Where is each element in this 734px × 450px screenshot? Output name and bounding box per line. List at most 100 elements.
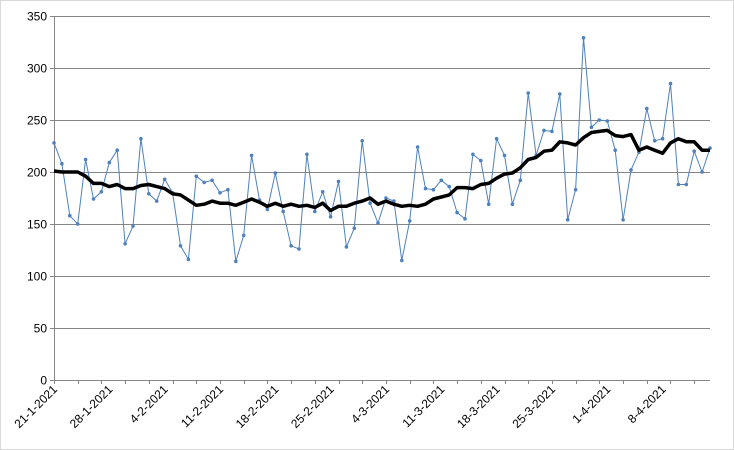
data-point — [700, 170, 704, 174]
data-point — [99, 190, 104, 194]
data-point — [645, 106, 649, 111]
series-daily — [52, 36, 712, 264]
y-tick-label: 250 — [27, 114, 47, 128]
x-tick-label: 1-4-2021 — [570, 382, 614, 426]
data-point — [202, 180, 206, 185]
data-point — [352, 226, 357, 230]
series-moving-average-line — [53, 128, 710, 213]
data-point — [249, 153, 254, 158]
data-point — [210, 178, 214, 183]
data-point — [447, 184, 452, 189]
data-point — [218, 191, 222, 195]
data-point — [518, 178, 523, 183]
x-tick-label: 25-2-2021 — [288, 382, 337, 431]
data-point — [510, 202, 515, 206]
y-axis-tick-labels: 0 50 100 150 200 250 300 350 — [27, 10, 47, 388]
data-point — [605, 119, 610, 123]
y-tick-label: 300 — [27, 62, 47, 76]
data-point — [463, 217, 467, 221]
x-tick-label: 4-2-2021 — [127, 382, 171, 426]
y-tick-label: 50 — [34, 322, 48, 336]
data-point — [344, 245, 349, 249]
data-point — [91, 197, 96, 201]
data-point — [439, 178, 444, 183]
data-point — [360, 139, 365, 143]
data-point — [589, 125, 594, 130]
data-point — [629, 168, 633, 172]
data-point — [186, 257, 191, 262]
data-point — [107, 160, 112, 165]
y-tick-label: 100 — [27, 270, 47, 284]
data-point — [139, 136, 143, 141]
data-point — [676, 182, 681, 187]
data-point — [502, 153, 507, 158]
data-point — [692, 149, 696, 153]
data-point — [273, 171, 278, 175]
data-point — [455, 210, 459, 215]
data-point — [613, 148, 617, 152]
data-point — [407, 219, 412, 223]
x-axis-tick-labels: 21-1-2021 28-1-2021 4-2-2021 11-2-2021 18-2-… — [12, 382, 669, 431]
data-point — [368, 201, 372, 205]
data-point — [241, 233, 246, 238]
data-point — [194, 174, 199, 178]
x-tick-label: 21-1-2021 — [12, 382, 61, 431]
data-point — [75, 222, 80, 226]
data-point — [376, 221, 380, 225]
x-tick-label: 11-3-2021 — [399, 382, 447, 430]
data-point — [684, 182, 689, 187]
x-tick-label: 18-3-2021 — [454, 382, 503, 431]
data-point — [558, 92, 562, 96]
data-point — [60, 161, 64, 166]
data-point — [226, 187, 230, 192]
data-point — [652, 139, 657, 143]
series-moving-average — [53, 128, 710, 213]
x-tick-label: 28-1-2021 — [67, 382, 116, 431]
data-point — [565, 218, 570, 222]
data-point — [486, 202, 491, 206]
x-tick-label: 4-3-2021 — [348, 382, 392, 426]
data-point — [115, 148, 119, 152]
data-point — [494, 136, 499, 141]
data-point — [83, 157, 88, 162]
data-point — [479, 158, 483, 163]
data-point — [178, 244, 183, 248]
x-tick-label: 25-3-2021 — [509, 382, 558, 431]
data-point — [336, 179, 341, 184]
data-point — [542, 128, 546, 133]
data-point — [526, 91, 530, 95]
data-point — [660, 136, 665, 141]
data-point — [384, 196, 388, 200]
y-tick-label: 350 — [27, 10, 47, 24]
y-tick-label: 150 — [27, 218, 47, 232]
gridlines — [54, 16, 710, 329]
data-point — [328, 214, 333, 219]
data-point — [154, 199, 159, 203]
data-point — [668, 81, 673, 86]
data-point — [400, 258, 404, 263]
data-point — [265, 207, 270, 212]
x-tick-label: 8-4-2021 — [625, 382, 669, 426]
data-point — [281, 209, 286, 214]
y-tick-label: 0 — [40, 374, 47, 388]
data-point — [550, 129, 554, 134]
data-point — [147, 192, 151, 196]
data-point — [131, 224, 135, 228]
data-point — [297, 247, 301, 251]
data-point — [423, 186, 428, 191]
data-point — [234, 259, 238, 264]
data-point — [621, 218, 625, 222]
data-point — [313, 209, 317, 214]
data-point — [162, 177, 167, 182]
data-point — [597, 118, 602, 122]
data-point — [415, 145, 420, 149]
data-point — [320, 190, 325, 194]
x-tick-label: 11-2-2021 — [178, 382, 226, 430]
data-point — [471, 152, 475, 157]
data-point — [123, 242, 127, 246]
data-point — [68, 213, 72, 218]
y-tick-label: 200 — [27, 166, 47, 180]
axes — [50, 16, 710, 384]
data-point — [431, 187, 436, 192]
